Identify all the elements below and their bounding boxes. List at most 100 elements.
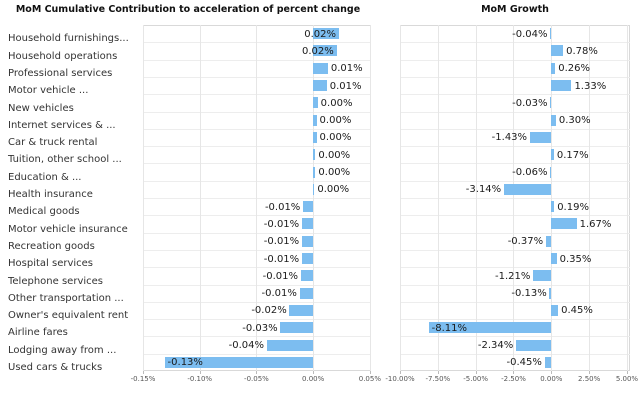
x-gridline <box>475 25 477 371</box>
x-gridline <box>313 25 315 371</box>
category-label: Tuition, other school ... <box>8 154 122 166</box>
x-tick-mark <box>400 371 401 374</box>
x-tick-label: -2.50% <box>501 375 526 383</box>
row-gridline <box>400 267 630 269</box>
value-label: -0.01% <box>262 270 299 282</box>
x-gridline <box>626 25 628 371</box>
category-label: Airline fares <box>8 327 68 339</box>
value-label: -1.21% <box>495 270 531 282</box>
value-label: 1.67% <box>579 218 612 230</box>
x-tick-mark <box>256 371 258 374</box>
bar <box>313 149 316 161</box>
bar <box>313 28 340 40</box>
bar <box>550 28 552 40</box>
bar <box>551 253 557 265</box>
value-label: -0.01% <box>263 218 300 230</box>
category-label: Lodging away from ... <box>8 344 117 356</box>
x-tick-mark <box>626 371 628 374</box>
row-gridline <box>400 198 630 199</box>
bar <box>301 218 314 230</box>
row-gridline <box>400 146 630 148</box>
row-gridline <box>400 336 630 338</box>
category-label: Professional services <box>8 67 113 79</box>
value-label: 0.78% <box>566 45 598 57</box>
bar <box>302 201 314 213</box>
x-tick-mark <box>513 371 515 374</box>
row-gridline <box>400 59 630 61</box>
value-label: 0.00% <box>320 97 353 109</box>
bar <box>551 201 555 213</box>
x-tick-label: -5.00% <box>463 375 489 383</box>
value-label: -0.06% <box>512 167 548 179</box>
category-label: New vehicles <box>8 102 74 114</box>
bar <box>299 287 314 299</box>
bar <box>545 235 552 247</box>
bar <box>313 45 337 57</box>
bar <box>551 80 572 92</box>
bar <box>280 322 314 334</box>
left-chart-title: MoM Cumulative Contribution to accelerat… <box>15 4 361 15</box>
bar <box>313 166 316 178</box>
bar <box>301 235 314 247</box>
value-label: -0.13% <box>167 357 203 369</box>
value-label: -0.01% <box>261 288 297 300</box>
x-gridline <box>256 25 258 371</box>
value-label: 0.00% <box>318 149 351 161</box>
x-tick-label: 0.00% <box>302 375 325 383</box>
value-label: -0.02% <box>251 305 287 317</box>
bar <box>551 149 554 161</box>
x-tick-label: -7.50% <box>425 375 451 383</box>
bar <box>313 183 315 195</box>
row-gridline <box>400 232 630 234</box>
x-tick-label: -0.10% <box>187 375 213 383</box>
x-tick-label: -0.15% <box>130 375 156 383</box>
row-gridline <box>400 180 630 182</box>
value-label: 0.45% <box>561 305 593 317</box>
value-label: 0.02% <box>304 28 337 40</box>
x-tick-mark <box>437 371 439 374</box>
category-label: Telephone services <box>8 275 103 287</box>
value-label: 0.01% <box>330 63 363 75</box>
category-label: Education & ... <box>8 171 82 183</box>
value-label: 0.17% <box>556 149 589 161</box>
bar <box>313 62 328 74</box>
x-tick-label: 5.00% <box>615 375 639 383</box>
bar <box>551 45 564 57</box>
value-label: -2.34% <box>477 340 514 352</box>
row-gridline <box>400 319 630 321</box>
x-tick-mark <box>369 371 371 374</box>
value-label: 0.00% <box>318 167 351 179</box>
value-label: 0.19% <box>557 201 589 213</box>
x-gridline <box>589 25 591 371</box>
bar <box>289 304 314 316</box>
category-label: Medical goods <box>8 206 80 218</box>
bar <box>551 218 577 230</box>
bar <box>533 270 552 282</box>
value-label: -3.14% <box>465 184 502 196</box>
row-gridline <box>400 111 630 113</box>
category-label: Hospital services <box>8 258 94 270</box>
x-gridline <box>400 25 401 371</box>
category-label: Owner's equivalent rent <box>8 310 129 322</box>
row-gridline <box>400 284 630 286</box>
value-label: -0.13% <box>511 288 547 300</box>
x-tick-mark <box>313 371 315 374</box>
value-label: 0.26% <box>558 63 591 75</box>
bar <box>503 183 552 195</box>
category-label: Other transportation ... <box>8 292 124 304</box>
x-tick-label: 0.00% <box>540 375 563 383</box>
category-label: Internet services & ... <box>8 119 116 131</box>
bar <box>544 356 552 368</box>
bar <box>550 166 552 178</box>
value-label: -8.11% <box>431 322 467 334</box>
category-label: Household operations <box>8 50 118 62</box>
category-label: Recreation goods <box>8 240 95 252</box>
value-label: -0.03% <box>512 97 548 109</box>
x-tick-mark <box>475 371 477 374</box>
bar <box>313 97 318 109</box>
row-gridline <box>400 249 630 251</box>
x-tick-label: -0.05% <box>244 375 269 383</box>
row-gridline <box>400 42 630 44</box>
bar <box>164 356 314 368</box>
